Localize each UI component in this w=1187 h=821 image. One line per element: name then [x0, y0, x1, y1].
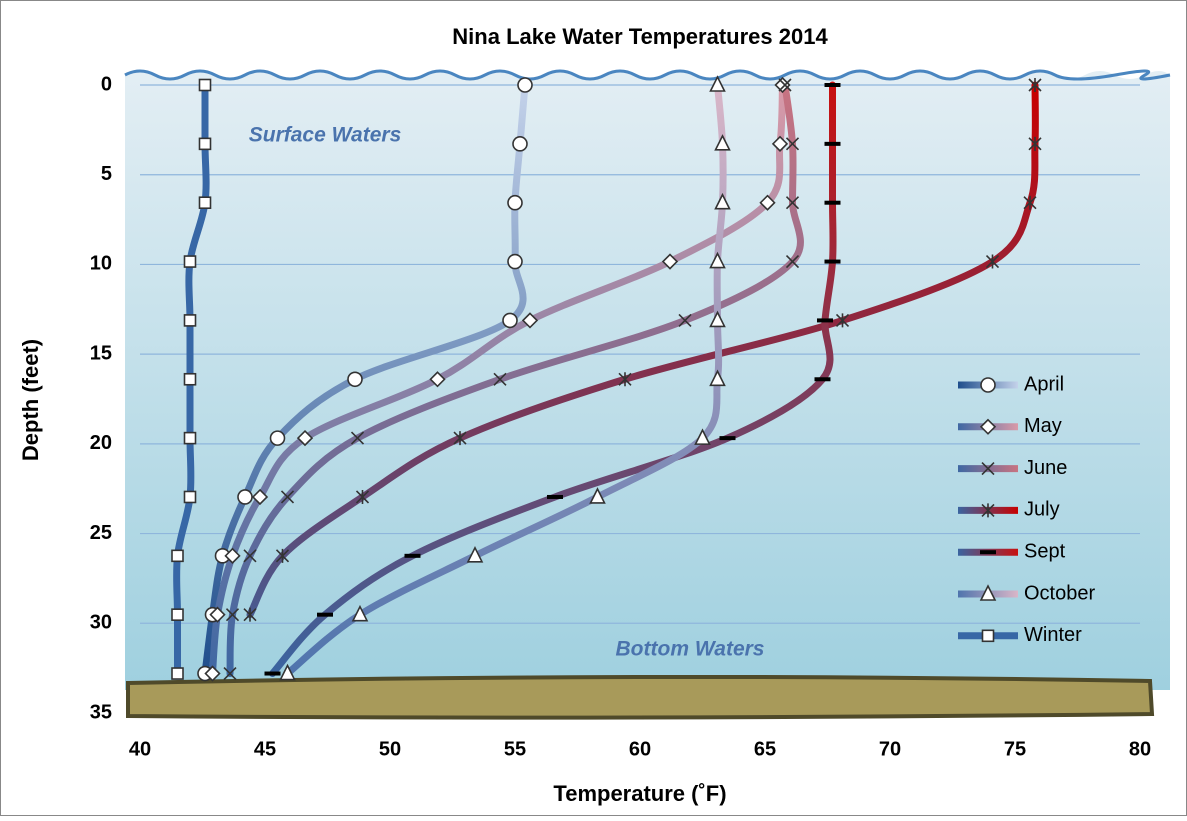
marker [185, 491, 196, 502]
y-tick-label: 30 [90, 612, 112, 634]
x-tick-label: 50 [379, 738, 401, 760]
x-tick-label: 75 [1004, 738, 1026, 760]
x-tick-label: 40 [129, 738, 151, 760]
marker [348, 372, 362, 386]
y-tick-label: 20 [90, 432, 112, 454]
legend-marker [981, 378, 995, 392]
marker [172, 609, 183, 620]
legend-label: June [1024, 457, 1067, 479]
annotation: Bottom Waters [616, 638, 765, 661]
legend-label: Winter [1024, 624, 1082, 646]
marker [271, 431, 285, 445]
marker [172, 550, 183, 561]
y-tick-label: 25 [90, 522, 112, 544]
legend-label: April [1024, 373, 1064, 395]
marker [185, 433, 196, 444]
legend-label: July [1024, 499, 1060, 521]
marker [185, 374, 196, 385]
x-tick-label: 65 [754, 738, 776, 760]
y-tick-label: 15 [90, 342, 112, 364]
y-tick-label: 35 [90, 701, 112, 723]
x-tick-label: 55 [504, 738, 526, 760]
marker [185, 256, 196, 267]
marker [238, 490, 252, 504]
chart: Nina Lake Water Temperatures 2014 Temper… [0, 0, 1187, 816]
chart-title: Nina Lake Water Temperatures 2014 [452, 24, 828, 49]
y-axis-title: Depth (feet) [18, 339, 43, 461]
y-tick-label: 5 [101, 163, 112, 185]
marker [508, 255, 522, 269]
marker [200, 138, 211, 149]
marker [185, 315, 196, 326]
x-tick-label: 70 [879, 738, 901, 760]
marker [503, 313, 517, 327]
y-tick-label: 10 [90, 253, 112, 275]
marker [508, 196, 522, 210]
marker [200, 80, 211, 91]
marker [513, 137, 527, 151]
legend-marker [983, 630, 994, 641]
x-tick-label: 60 [629, 738, 651, 760]
marker [200, 197, 211, 208]
x-axis-title: Temperature (˚F) [553, 781, 726, 806]
x-tick-label: 80 [1129, 738, 1151, 760]
lake-bottom [128, 677, 1152, 718]
marker [518, 78, 532, 92]
y-tick-label: 0 [101, 73, 112, 95]
legend-label: Sept [1024, 540, 1066, 562]
legend-label: October [1024, 582, 1095, 604]
annotation: Surface Waters [249, 124, 402, 147]
marker [172, 668, 183, 679]
x-tick-label: 45 [254, 738, 276, 760]
legend-label: May [1024, 415, 1062, 437]
